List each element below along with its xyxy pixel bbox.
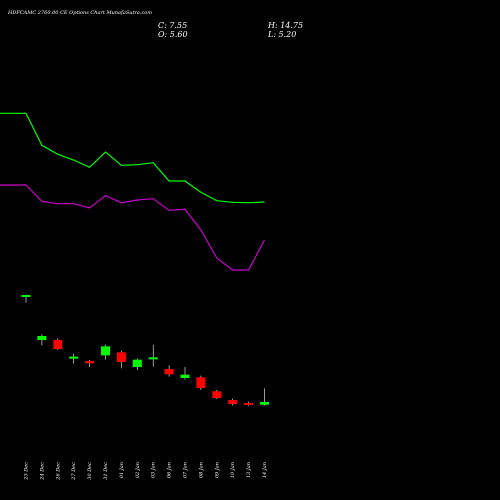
- candle-body: [196, 377, 206, 388]
- upper-indicator-line: [0, 112, 265, 204]
- lower-indicator-line: [0, 184, 266, 271]
- candle: [53, 338, 63, 350]
- candle-body: [212, 391, 222, 398]
- indicator-lines: [0, 112, 266, 271]
- x-tick-label: 10 Jan: [230, 462, 236, 478]
- chart-title: HDFCAMC 2760.00 CE Options Chart MunafaS…: [8, 10, 152, 16]
- x-tick-label: 26 Dec: [55, 462, 61, 481]
- x-tick-label: 14 Jan: [262, 462, 268, 478]
- x-tick-label: 30 Dec: [87, 462, 93, 480]
- candle-body: [228, 400, 238, 404]
- candle-body: [53, 340, 63, 349]
- x-tick-label: 02 Jan: [135, 462, 141, 478]
- x-tick-label: 13 Jan: [246, 462, 252, 478]
- x-tick-label: 06 Jan: [167, 462, 173, 478]
- candle-body: [164, 369, 174, 375]
- ohlc-high: H: 14.75: [268, 21, 304, 30]
- candle: [196, 375, 206, 390]
- candle: [164, 365, 174, 377]
- ohlc-open: O: 5.60: [158, 30, 188, 39]
- candle: [148, 344, 158, 367]
- x-tick-label: 24 Dec: [39, 462, 45, 481]
- ohlc-close: C: 7.55: [158, 21, 188, 30]
- candle-body: [148, 357, 158, 360]
- candle-body: [260, 402, 269, 405]
- candle: [21, 294, 31, 303]
- candle-body: [37, 336, 47, 340]
- x-axis-ticks: 23 Dec 24 Dec 26 Dec 27 Dec 30 Dec 31 Dec 01 J…: [24, 462, 269, 481]
- candle-body: [180, 374, 190, 378]
- candle: [116, 350, 126, 369]
- candle: [260, 388, 269, 406]
- candle: [180, 367, 190, 380]
- candles: [21, 294, 269, 406]
- candle: [132, 358, 142, 370]
- candle: [244, 401, 254, 406]
- candle: [101, 344, 110, 360]
- candle-body: [69, 356, 79, 359]
- x-tick-label: 31 Dec: [103, 462, 109, 480]
- candle: [228, 398, 238, 406]
- x-tick-label: 08 Jan: [198, 462, 204, 478]
- candle-body: [101, 346, 110, 356]
- candle-body: [244, 403, 254, 405]
- x-tick-label: 01 Jan: [119, 462, 125, 478]
- x-tick-label: 07 Jan: [183, 462, 189, 478]
- candle: [69, 353, 79, 364]
- x-tick-label: 03 Jan: [151, 462, 157, 478]
- candle-body: [132, 359, 142, 367]
- candle: [37, 334, 47, 346]
- x-tick-label: 09 Jan: [214, 462, 220, 478]
- candle-body: [21, 295, 31, 297]
- candle-body: [85, 361, 95, 364]
- x-tick-label: 27 Dec: [71, 462, 77, 481]
- ohlc-low: L: 5.20: [268, 30, 297, 39]
- candle: [85, 360, 95, 367]
- x-tick-label: 23 Dec: [24, 462, 30, 481]
- candle-body: [116, 352, 126, 362]
- candle: [212, 390, 222, 399]
